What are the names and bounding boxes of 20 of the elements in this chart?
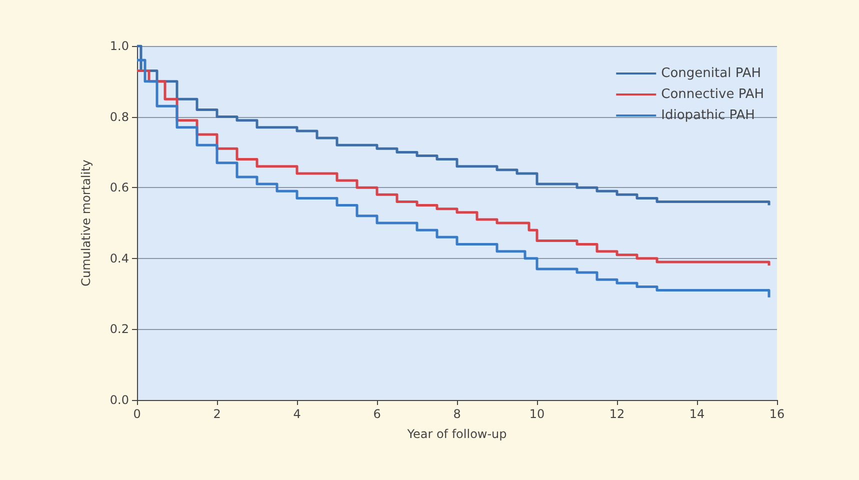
y-tick-label: 0.6 <box>110 180 129 195</box>
y-axis-title: Cumulative mortality <box>79 160 93 286</box>
x-tick-label: 16 <box>769 407 785 421</box>
y-tick-label: 0.4 <box>110 251 129 266</box>
x-tick-label: 6 <box>373 407 381 421</box>
x-tick-label: 10 <box>529 407 545 421</box>
x-tick-label: 4 <box>293 407 301 421</box>
y-tick-label: 1.0 <box>110 39 129 53</box>
x-axis-title: Year of follow-up <box>406 427 507 441</box>
legend-label: Connective PAH <box>661 87 764 102</box>
x-tick-label: 12 <box>609 407 625 421</box>
x-tick-label: 0 <box>133 407 141 421</box>
y-tick-label: 0.2 <box>110 322 129 336</box>
legend-label: Congenital PAH <box>661 66 761 81</box>
legend-label: Idiopathic PAH <box>661 108 755 123</box>
y-tick-label: 0.8 <box>110 110 129 124</box>
x-tick-label: 2 <box>213 407 221 421</box>
x-tick-label: 8 <box>453 407 461 421</box>
x-tick-label: 14 <box>689 407 705 421</box>
y-tick-label: 0.0 <box>110 393 129 407</box>
